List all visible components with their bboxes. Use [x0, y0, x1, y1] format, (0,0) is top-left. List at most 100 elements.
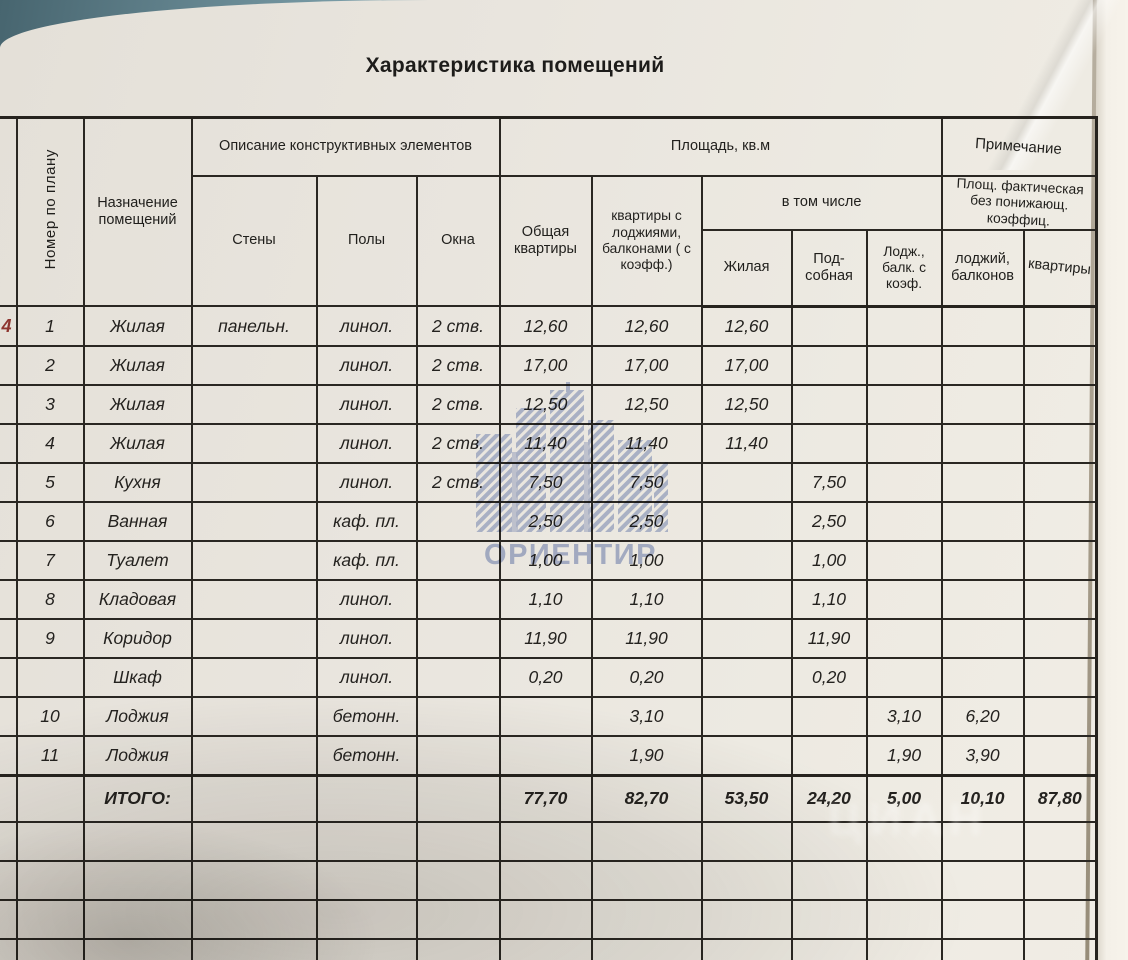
cell-area_loggia_coef — [865, 656, 943, 698]
cell-area_utility — [790, 305, 868, 347]
cell-area_living — [700, 937, 793, 960]
cell-area_living: 11,40 — [700, 422, 793, 464]
cell-area_total: 1,00 — [498, 539, 593, 581]
cell-mark — [0, 578, 18, 620]
cell-area_total: 2,50 — [498, 500, 593, 542]
cell-fact_apartments — [1022, 820, 1098, 862]
cell-area_loggia_coef — [865, 898, 943, 940]
header-purpose: Назначение помещений — [82, 116, 193, 308]
cell-name — [82, 859, 193, 901]
cell-fact_apartments — [1022, 734, 1098, 777]
cell-area_utility: 2,50 — [790, 500, 868, 542]
cell-area_loggia_coef — [865, 578, 943, 620]
cell-area_total: 1,10 — [498, 578, 593, 620]
note-group-label: Примечание — [974, 134, 1063, 158]
header-including-group: в том числе — [700, 174, 943, 232]
cell-name: Жилая — [82, 344, 193, 386]
cell-fact_loggias: 3,90 — [940, 734, 1025, 777]
cell-fact_loggias — [940, 820, 1025, 862]
header-area-with-loggia: квартиры с лоджиями, балконами ( с коэфф… — [590, 174, 703, 308]
cell-area_living — [700, 695, 793, 737]
cell-mark — [0, 773, 18, 823]
cell-area_total — [498, 937, 593, 960]
cell-name: Туалет — [82, 539, 193, 581]
cell-area_utility: 24,20 — [790, 773, 868, 823]
cell-area_total: 0,20 — [498, 656, 593, 698]
cell-area_living — [700, 820, 793, 862]
cell-fact_loggias — [940, 898, 1025, 940]
cell-area_with_loggia: 7,50 — [590, 461, 703, 503]
cell-fact_apartments — [1022, 859, 1098, 901]
cell-num — [15, 898, 85, 940]
cell-name: Кухня — [82, 461, 193, 503]
cell-mark — [0, 695, 18, 737]
cell-walls — [190, 734, 318, 777]
cell-fact_apartments — [1022, 422, 1098, 464]
cell-area_loggia_coef — [865, 617, 943, 659]
cell-area_loggia_coef — [865, 820, 943, 862]
cell-mark: 4 — [0, 305, 18, 347]
header-area-total: Общая квартиры — [498, 174, 593, 308]
cell-floors: линол. — [315, 383, 418, 425]
cell-name: Жилая — [82, 305, 193, 347]
cell-area_loggia_coef: 1,90 — [865, 734, 943, 777]
cell-area_total — [498, 734, 593, 777]
table-row: 11 Лоджия бетонн. 1,90 1,90 3,90 — [0, 734, 1098, 777]
cell-area_loggia_coef: 5,00 — [865, 773, 943, 823]
table-row: 8 Кладовая линол. 1,10 1,10 1,10 — [0, 578, 1098, 620]
cell-windows — [415, 937, 501, 960]
cell-area_with_loggia: 12,60 — [590, 305, 703, 347]
table-row: 6 Ванная каф. пл. 2,50 2,50 2,50 — [0, 500, 1098, 542]
cell-area_living — [700, 539, 793, 581]
table-body: 4 1 Жилая панельн. линол. 2 ств. 12,60 12,60 12,… — [0, 305, 1098, 960]
header-area-utility: Под- собная — [790, 229, 868, 308]
cell-area_loggia_coef — [865, 344, 943, 386]
empty-row — [0, 937, 1098, 960]
table-row: 9 Коридор линол. 11,90 11,90 11,90 — [0, 617, 1098, 659]
cell-area_total — [498, 859, 593, 901]
cell-walls — [190, 344, 318, 386]
cell-fact_apartments — [1022, 305, 1098, 347]
cell-num: 5 — [15, 461, 85, 503]
cell-floors: каф. пл. — [315, 500, 418, 542]
cell-windows: 2 ств. — [415, 422, 501, 464]
cell-area_with_loggia: 3,10 — [590, 695, 703, 737]
cell-floors — [315, 773, 418, 823]
cell-area_living — [700, 734, 793, 777]
cell-windows: 2 ств. — [415, 305, 501, 347]
cell-area_living: 53,50 — [700, 773, 793, 823]
cell-area_with_loggia: 0,20 — [590, 656, 703, 698]
cell-fact_apartments — [1022, 344, 1098, 386]
cell-fact_apartments — [1022, 656, 1098, 698]
plan-number-vertical-label: Номер по плану — [41, 149, 59, 270]
header-row-1: Номер по плану Назначение помещений Опис… — [0, 116, 1098, 308]
cell-area_utility — [790, 734, 868, 777]
cell-mark — [0, 539, 18, 581]
cell-area_with_loggia: 12,50 — [590, 383, 703, 425]
cell-area_utility: 0,20 — [790, 656, 868, 698]
cell-name: Жилая — [82, 422, 193, 464]
cell-mark — [0, 500, 18, 542]
cell-area_utility: 1,10 — [790, 578, 868, 620]
cell-name: Шкаф — [82, 656, 193, 698]
cell-name: Лоджия — [82, 734, 193, 777]
cell-area_living: 12,60 — [700, 305, 793, 347]
cell-area_living — [700, 461, 793, 503]
cell-area_utility — [790, 695, 868, 737]
cell-area_living — [700, 656, 793, 698]
header-fact-loggias: лоджий, балконов — [940, 229, 1025, 308]
cell-num — [15, 656, 85, 698]
cell-floors: линол. — [315, 461, 418, 503]
cell-area_loggia_coef — [865, 539, 943, 581]
cell-walls — [190, 617, 318, 659]
cell-fact_loggias — [940, 539, 1025, 581]
header-area-living: Жилая — [700, 229, 793, 308]
cell-area_total: 7,50 — [498, 461, 593, 503]
cell-floors: линол. — [315, 617, 418, 659]
cell-walls — [190, 656, 318, 698]
cell-walls — [190, 461, 318, 503]
cell-windows: 2 ств. — [415, 383, 501, 425]
table-row: 4 Жилая линол. 2 ств. 11,40 11,40 11,40 — [0, 422, 1098, 464]
cell-fact_loggias — [940, 617, 1025, 659]
cell-windows — [415, 734, 501, 777]
